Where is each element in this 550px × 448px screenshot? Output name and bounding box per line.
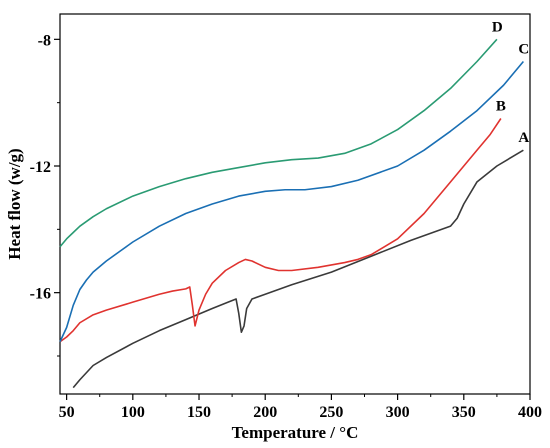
series-label-C: C <box>518 42 529 58</box>
series-line-A <box>72 149 524 389</box>
x-tick-label: 200 <box>253 404 277 421</box>
axis-ticks: 50 100 150 200 250 300 350 400 -8 -12 -16 <box>30 32 542 421</box>
x-tick-label: 50 <box>59 404 75 421</box>
series-line-D <box>59 38 498 248</box>
series-labels: AB CD <box>492 19 529 146</box>
x-tick-label: 300 <box>386 404 410 421</box>
x-tick-label: 350 <box>452 404 476 421</box>
y-tick-label: -16 <box>30 286 51 303</box>
x-axis-title: Temperature / °C <box>232 423 359 442</box>
series-line-C <box>59 60 524 343</box>
x-tick-label: 150 <box>187 404 211 421</box>
y-tick-label: -12 <box>30 159 51 176</box>
y-tick-label: -8 <box>38 32 51 49</box>
plot-frame <box>59 13 531 395</box>
x-tick-label: 250 <box>319 404 343 421</box>
series-label-D: D <box>492 19 503 35</box>
y-axis-title: Heat flow (w/g) <box>5 148 24 259</box>
series-lines <box>59 38 524 389</box>
x-tick-label: 400 <box>518 404 542 421</box>
series-label-B: B <box>496 99 506 115</box>
series-label-A: A <box>518 130 529 146</box>
series-line-B <box>59 118 502 343</box>
x-tick-label: 100 <box>121 404 145 421</box>
